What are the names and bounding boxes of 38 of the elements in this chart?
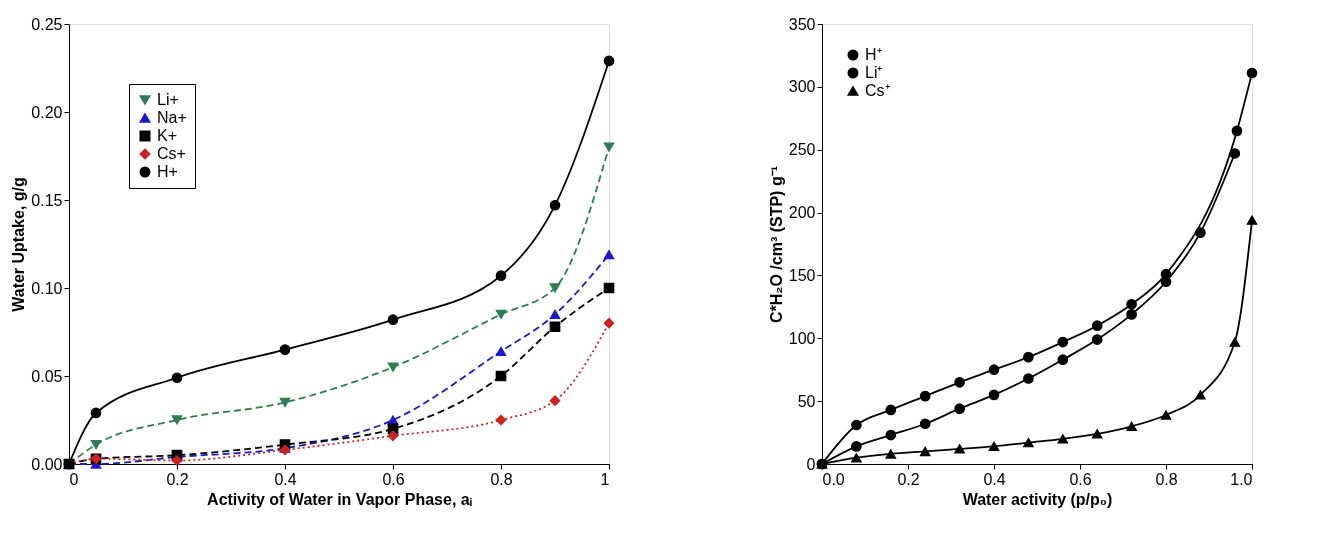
y-tick-label: 0.00 <box>31 455 63 473</box>
y-tick-label: 150 <box>788 266 816 284</box>
y-tick-label: 200 <box>788 204 816 222</box>
x-tick-label: 0.6 <box>1069 470 1092 488</box>
x-tick-label: 1.0 <box>1230 470 1253 488</box>
y-tick-label: 100 <box>788 329 816 347</box>
y-tick-label: 0.25 <box>31 15 63 33</box>
x-tick-label: 0.8 <box>1155 470 1178 488</box>
x-tick-label: 0.8 <box>490 470 513 488</box>
y-tick-label: 0.10 <box>31 279 63 297</box>
legend-label: H⁺ <box>865 46 882 63</box>
x-tick-label: 0.0 <box>822 470 845 488</box>
y-tick-label: 350 <box>788 15 816 33</box>
legend-label: Li⁺ <box>865 64 883 81</box>
y-tick-label: 0.20 <box>31 103 63 121</box>
y-tick-label: 50 <box>797 392 816 410</box>
x-tick-label: 0 <box>69 470 79 488</box>
y-tick-label: 0 <box>806 455 816 473</box>
y-tick-label: 0.05 <box>31 367 63 385</box>
y-tick-label: 0.15 <box>31 191 63 209</box>
x-axis-title: Activity of Water in Vapor Phase, aᵢ <box>207 490 472 508</box>
x-axis-title: Water activity (p/p₀) <box>962 490 1113 508</box>
y-axis-title: C*H₂O /cm³ (STP) g⁻¹ <box>767 166 785 323</box>
x-tick-label: 1 <box>600 470 610 488</box>
x-tick-label: 0.4 <box>274 470 297 488</box>
legend-label: K+ <box>157 127 178 144</box>
y-tick-label: 300 <box>788 78 816 96</box>
x-tick-label: 0.4 <box>983 470 1006 488</box>
legend-label: Na+ <box>157 109 187 126</box>
y-tick-label: 250 <box>788 141 816 159</box>
x-tick-label: 0.6 <box>382 470 405 488</box>
legend-label: Cs⁺ <box>865 82 890 99</box>
x-tick-label: 0.2 <box>166 470 189 488</box>
y-axis-title: Water Uptake, g/g <box>10 177 28 312</box>
x-tick-label: 0.2 <box>897 470 920 488</box>
legend-label: Li+ <box>157 91 179 108</box>
legend-label: H+ <box>157 163 178 180</box>
legend-label: Cs+ <box>157 145 186 162</box>
